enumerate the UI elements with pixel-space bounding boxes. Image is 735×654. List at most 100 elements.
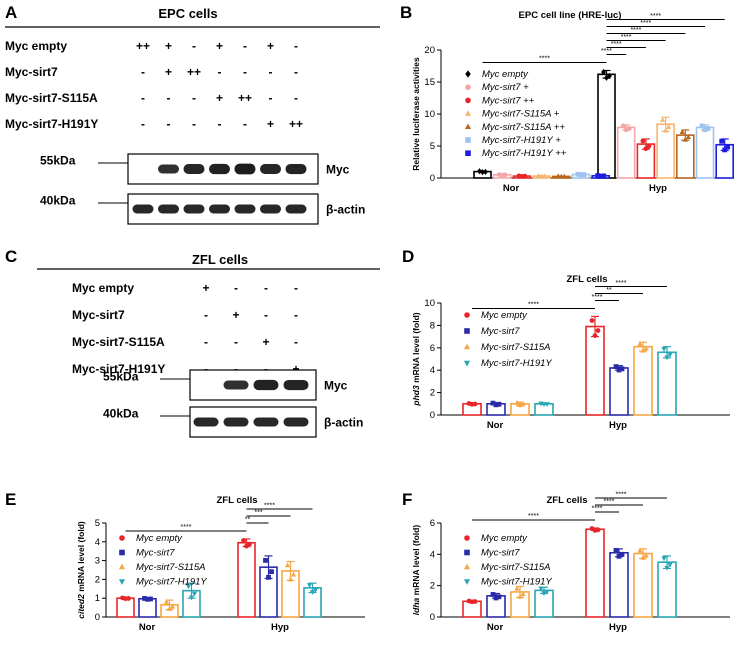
data-point xyxy=(520,591,526,597)
data-point xyxy=(469,401,475,407)
data-point xyxy=(493,402,499,408)
y-axis-label-unit: mRNA level (fold) xyxy=(411,312,421,385)
legend-label: Myc-sirt7 xyxy=(481,326,520,337)
condition-sign: - xyxy=(243,117,247,131)
legend-label: Myc-sirt7-H191Y xyxy=(481,358,552,369)
data-point xyxy=(544,589,550,595)
panel-letter: C xyxy=(5,247,17,266)
bar xyxy=(609,551,629,618)
significance-label: **** xyxy=(604,499,615,506)
condition-sign: + xyxy=(232,308,239,322)
y-tick-label: 20 xyxy=(424,45,435,56)
protein-label: Myc xyxy=(326,163,350,177)
bar xyxy=(657,351,677,416)
data-point xyxy=(601,68,606,76)
kda-marker: 55kDa xyxy=(103,370,139,384)
y-axis-label-gene: ldha xyxy=(411,597,421,615)
condition-sign: - xyxy=(141,91,145,105)
blot-band xyxy=(253,417,279,427)
condition-sign: - xyxy=(192,117,196,131)
data-point xyxy=(664,355,670,361)
kda-marker: 40kDa xyxy=(40,194,76,208)
data-point xyxy=(702,127,708,133)
bar xyxy=(695,126,715,179)
y-tick-label: 0 xyxy=(430,410,435,421)
y-axis-label-unit: mRNA level (fold) xyxy=(411,525,421,598)
legend-label: Myc empty xyxy=(482,69,529,80)
legend-label: Myc-sirt7 + xyxy=(482,82,529,93)
condition-sign: + xyxy=(262,335,269,349)
blot-band xyxy=(285,204,307,214)
data-point xyxy=(166,606,173,611)
data-point xyxy=(490,592,496,597)
condition-sign: - xyxy=(192,39,196,53)
condition-label: Myc-sirt7 xyxy=(72,308,125,322)
blot-band xyxy=(260,164,281,174)
condition-sign: + xyxy=(267,117,274,131)
legend-label: Myc-sirt7-S115A + xyxy=(482,109,560,120)
data-point xyxy=(595,328,601,333)
data-point xyxy=(499,172,505,178)
blot-band xyxy=(158,204,179,214)
data-point xyxy=(659,117,666,122)
condition-label: Myc empty xyxy=(5,39,67,53)
data-point xyxy=(244,543,249,549)
data-point xyxy=(640,138,646,144)
x-category-label: Hyp xyxy=(649,183,667,194)
condition-sign: ++ xyxy=(289,117,303,131)
blot-band xyxy=(223,417,249,427)
data-point xyxy=(241,538,246,543)
data-point xyxy=(722,147,728,153)
data-point xyxy=(185,584,192,590)
data-point xyxy=(595,173,601,178)
y-tick-label: 5 xyxy=(430,141,435,152)
data-point xyxy=(514,585,520,591)
data-point xyxy=(661,347,667,352)
data-point xyxy=(123,596,128,602)
data-point xyxy=(169,603,176,609)
data-point xyxy=(145,596,150,602)
data-point xyxy=(598,173,604,179)
data-point xyxy=(517,402,523,408)
legend-marker xyxy=(465,150,471,156)
blot-band xyxy=(209,204,230,214)
y-tick-label: 0 xyxy=(430,612,435,623)
condition-sign: ++ xyxy=(136,39,150,53)
data-point xyxy=(148,596,153,602)
data-point xyxy=(620,123,626,129)
condition-sign: - xyxy=(294,281,298,295)
x-category-label: Hyp xyxy=(271,622,289,633)
data-point xyxy=(637,341,643,346)
y-axis-label-gene: cited2 xyxy=(76,594,86,619)
condition-label: Myc empty xyxy=(72,281,134,295)
y-tick-label: 0 xyxy=(430,173,435,184)
condition-sign: - xyxy=(264,281,268,295)
legend-marker xyxy=(119,549,125,556)
y-tick-label: 2 xyxy=(430,388,435,399)
y-axis-label: phd3 mRNA level (fold) xyxy=(411,312,421,406)
data-point xyxy=(558,173,564,179)
condition-sign: ++ xyxy=(187,65,201,79)
data-point xyxy=(538,173,545,179)
data-point xyxy=(538,586,544,592)
bar xyxy=(597,73,616,179)
condition-sign: - xyxy=(294,308,298,322)
condition-sign: - xyxy=(294,39,298,53)
condition-sign: + xyxy=(267,39,274,53)
condition-sign: - xyxy=(167,117,171,131)
y-tick-label: 6 xyxy=(430,343,435,354)
x-category-label: Nor xyxy=(487,420,504,431)
data-point xyxy=(637,547,643,553)
y-tick-label: 4 xyxy=(430,365,435,376)
y-axis-label-unit: mRNA level (fold) xyxy=(76,521,86,594)
data-point xyxy=(490,400,496,406)
bar xyxy=(633,345,653,416)
data-point xyxy=(604,74,609,81)
data-point xyxy=(541,402,547,408)
legend-label: Myc-sirt7 xyxy=(136,548,175,559)
legend-marker xyxy=(464,312,470,318)
data-point xyxy=(263,558,268,563)
blot-band xyxy=(223,380,249,390)
blot-band xyxy=(283,417,309,427)
condition-label: Myc-sirt7-S115A xyxy=(72,335,165,349)
